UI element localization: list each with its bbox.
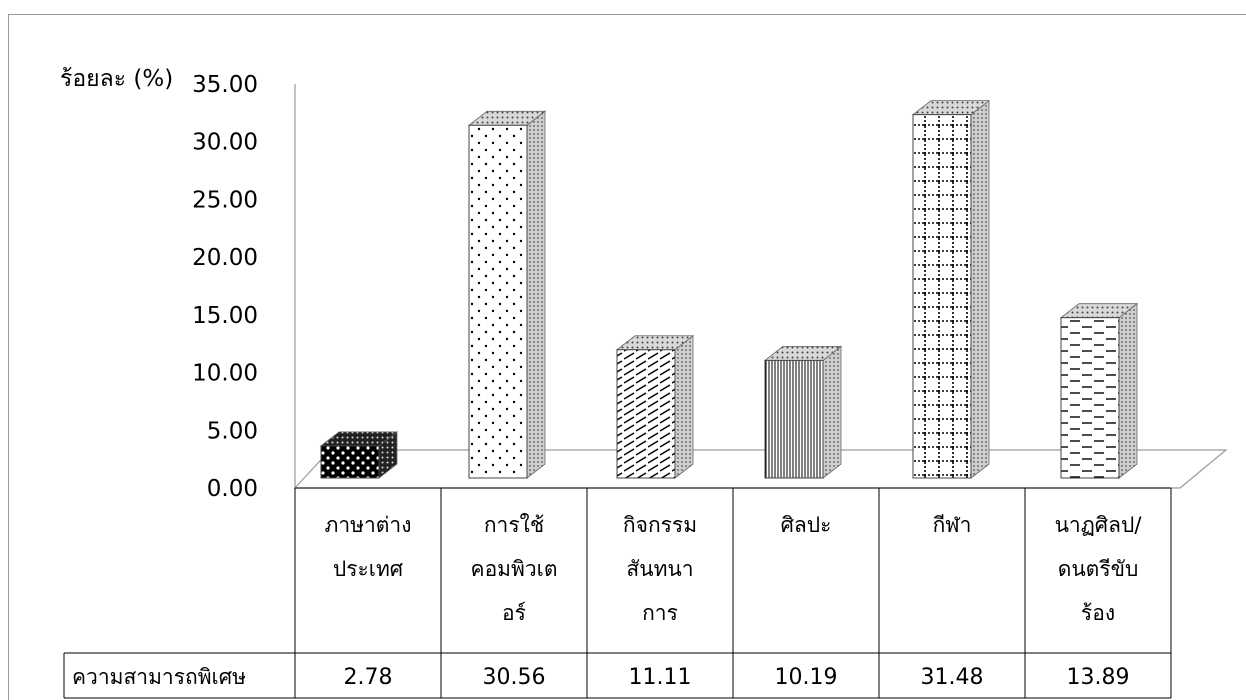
bar <box>911 99 991 479</box>
category-label: กิจกรรม <box>623 513 697 537</box>
bar <box>763 345 843 479</box>
bar <box>615 334 695 479</box>
category-label: ภาษาต่าง <box>325 513 412 537</box>
bar-side <box>970 99 990 479</box>
bar-front <box>764 359 824 479</box>
bar-side <box>822 345 842 479</box>
category-label: คอมพิวเต <box>471 557 558 581</box>
category-label: การใช้ <box>484 513 544 537</box>
category-label: กีฬา <box>933 513 972 537</box>
bar-front <box>320 445 380 479</box>
category-label: การ <box>642 601 678 625</box>
bar <box>1059 302 1139 479</box>
y-tick-label: 15.00 <box>192 303 258 329</box>
series-name: ความสามารถพิเศษ <box>72 665 246 689</box>
bar-front <box>1060 317 1120 479</box>
data-value-label: 2.78 <box>344 665 393 690</box>
chart-frame <box>8 14 1246 700</box>
y-tick-label: 30.00 <box>192 130 258 156</box>
y-tick-label: 20.00 <box>192 245 258 271</box>
y-tick-label: 5.00 <box>207 418 258 444</box>
data-value-label: 30.56 <box>483 665 546 690</box>
category-label: ร้อง <box>1081 601 1115 625</box>
y-tick-label: 10.00 <box>192 361 258 387</box>
y-tick-labels: 0.00 5.00 10.00 15.00 20.00 25.00 30.00 35.00 <box>192 72 258 502</box>
bars <box>319 99 1139 479</box>
data-value-label: 31.48 <box>921 665 984 690</box>
data-value-label: 13.89 <box>1067 665 1130 690</box>
bar-front <box>468 124 528 479</box>
y-tick-label: 25.00 <box>192 187 258 213</box>
category-label: ศิลปะ <box>781 513 832 537</box>
bar <box>467 110 547 479</box>
bar-side <box>1118 302 1138 479</box>
data-value-label: 11.11 <box>629 665 692 690</box>
bar <box>319 431 399 479</box>
bar-front <box>912 114 972 479</box>
data-value-label: 10.19 <box>775 665 838 690</box>
bar-side <box>526 110 546 479</box>
y-tick-label: 0.00 <box>207 476 258 502</box>
y-tick-label: 35.00 <box>192 72 258 98</box>
bar-front <box>616 349 676 479</box>
category-label: ดนตรีขับ <box>1058 557 1139 581</box>
category-label: อร์ <box>502 601 526 625</box>
category-label: นาฏศิลป/ <box>1055 513 1143 537</box>
bar-side <box>674 334 694 479</box>
category-label: สันทนา <box>626 557 693 581</box>
y-axis-label: ร้อยละ (%) <box>60 66 173 92</box>
category-label: ประเทศ <box>333 557 404 581</box>
